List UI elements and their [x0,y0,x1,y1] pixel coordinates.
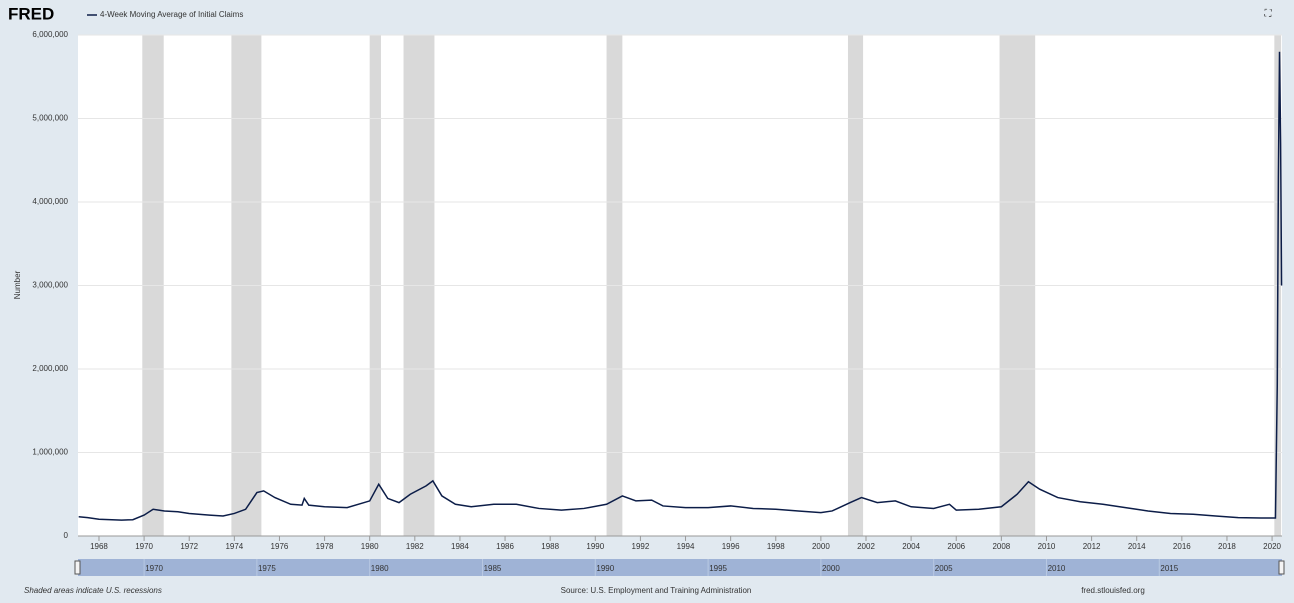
x-tick-label: 1968 [90,542,108,551]
x-tick-label: 2006 [947,542,965,551]
series-line [78,51,1283,521]
x-tick-label: 2018 [1218,542,1236,551]
y-tick-label: 0 [64,531,69,540]
x-tick-label: 1984 [451,542,469,551]
x-tick-label: 1996 [722,542,740,551]
navigator-label: 1980 [371,564,389,573]
x-tick-label: 1974 [225,542,243,551]
navigator-label: 2010 [1048,564,1066,573]
x-tick-label: 1994 [677,542,695,551]
x-tick-label: 2008 [992,542,1010,551]
x-tick-label: 2004 [902,542,920,551]
x-tick-label: 1972 [180,542,198,551]
x-tick-label: 1992 [632,542,650,551]
navigator[interactable] [78,559,1282,576]
fullscreen-icon[interactable]: ⛶ [1264,9,1273,20]
x-tick-label: 2012 [1083,542,1101,551]
site: fred.stlouisfed.org [1081,586,1145,595]
x-tick-label: 1970 [135,542,153,551]
x-tick-label: 2016 [1173,542,1191,551]
y-tick-label: 3,000,000 [32,281,68,290]
x-tick-label: 2014 [1128,542,1146,551]
x-tick-label: 1976 [271,542,289,551]
x-tick-label: 1978 [316,542,334,551]
x-tick-label: 1986 [496,542,514,551]
logo: FRED [8,4,54,23]
source: Source: U.S. Employment and Training Adm… [561,586,752,595]
y-tick-label: 6,000,000 [32,30,68,39]
navigator-handle-right[interactable] [1278,560,1285,575]
x-tick-label: 1980 [361,542,379,551]
y-axis-label: Number [13,270,22,299]
x-tick-label: 1998 [767,542,785,551]
y-tick-label: 1,000,000 [32,448,68,457]
navigator-label: 2015 [1160,564,1178,573]
y-tick-label: 4,000,000 [32,197,68,206]
x-tick-label: 1988 [541,542,559,551]
navigator-label: 1970 [145,564,163,573]
x-tick-label: 2020 [1263,542,1281,551]
x-tick-label: 1990 [586,542,604,551]
legend-label: 4-Week Moving Average of Initial Claims [100,10,243,19]
navigator-label: 1985 [484,564,502,573]
x-tick-label: 1982 [406,542,424,551]
recession-note: Shaded areas indicate U.S. recessions [24,586,162,595]
navigator-handle-left[interactable] [74,560,81,575]
navigator-label: 1975 [258,564,276,573]
x-tick-label: 2000 [812,542,830,551]
navigator-label: 2000 [822,564,840,573]
navigator-label: 1990 [596,564,614,573]
y-tick-label: 2,000,000 [32,364,68,373]
y-tick-label: 5,000,000 [32,114,68,123]
navigator-label: 1995 [709,564,727,573]
x-tick-label: 2002 [857,542,875,551]
x-tick-label: 2010 [1038,542,1056,551]
navigator-label: 2005 [935,564,953,573]
